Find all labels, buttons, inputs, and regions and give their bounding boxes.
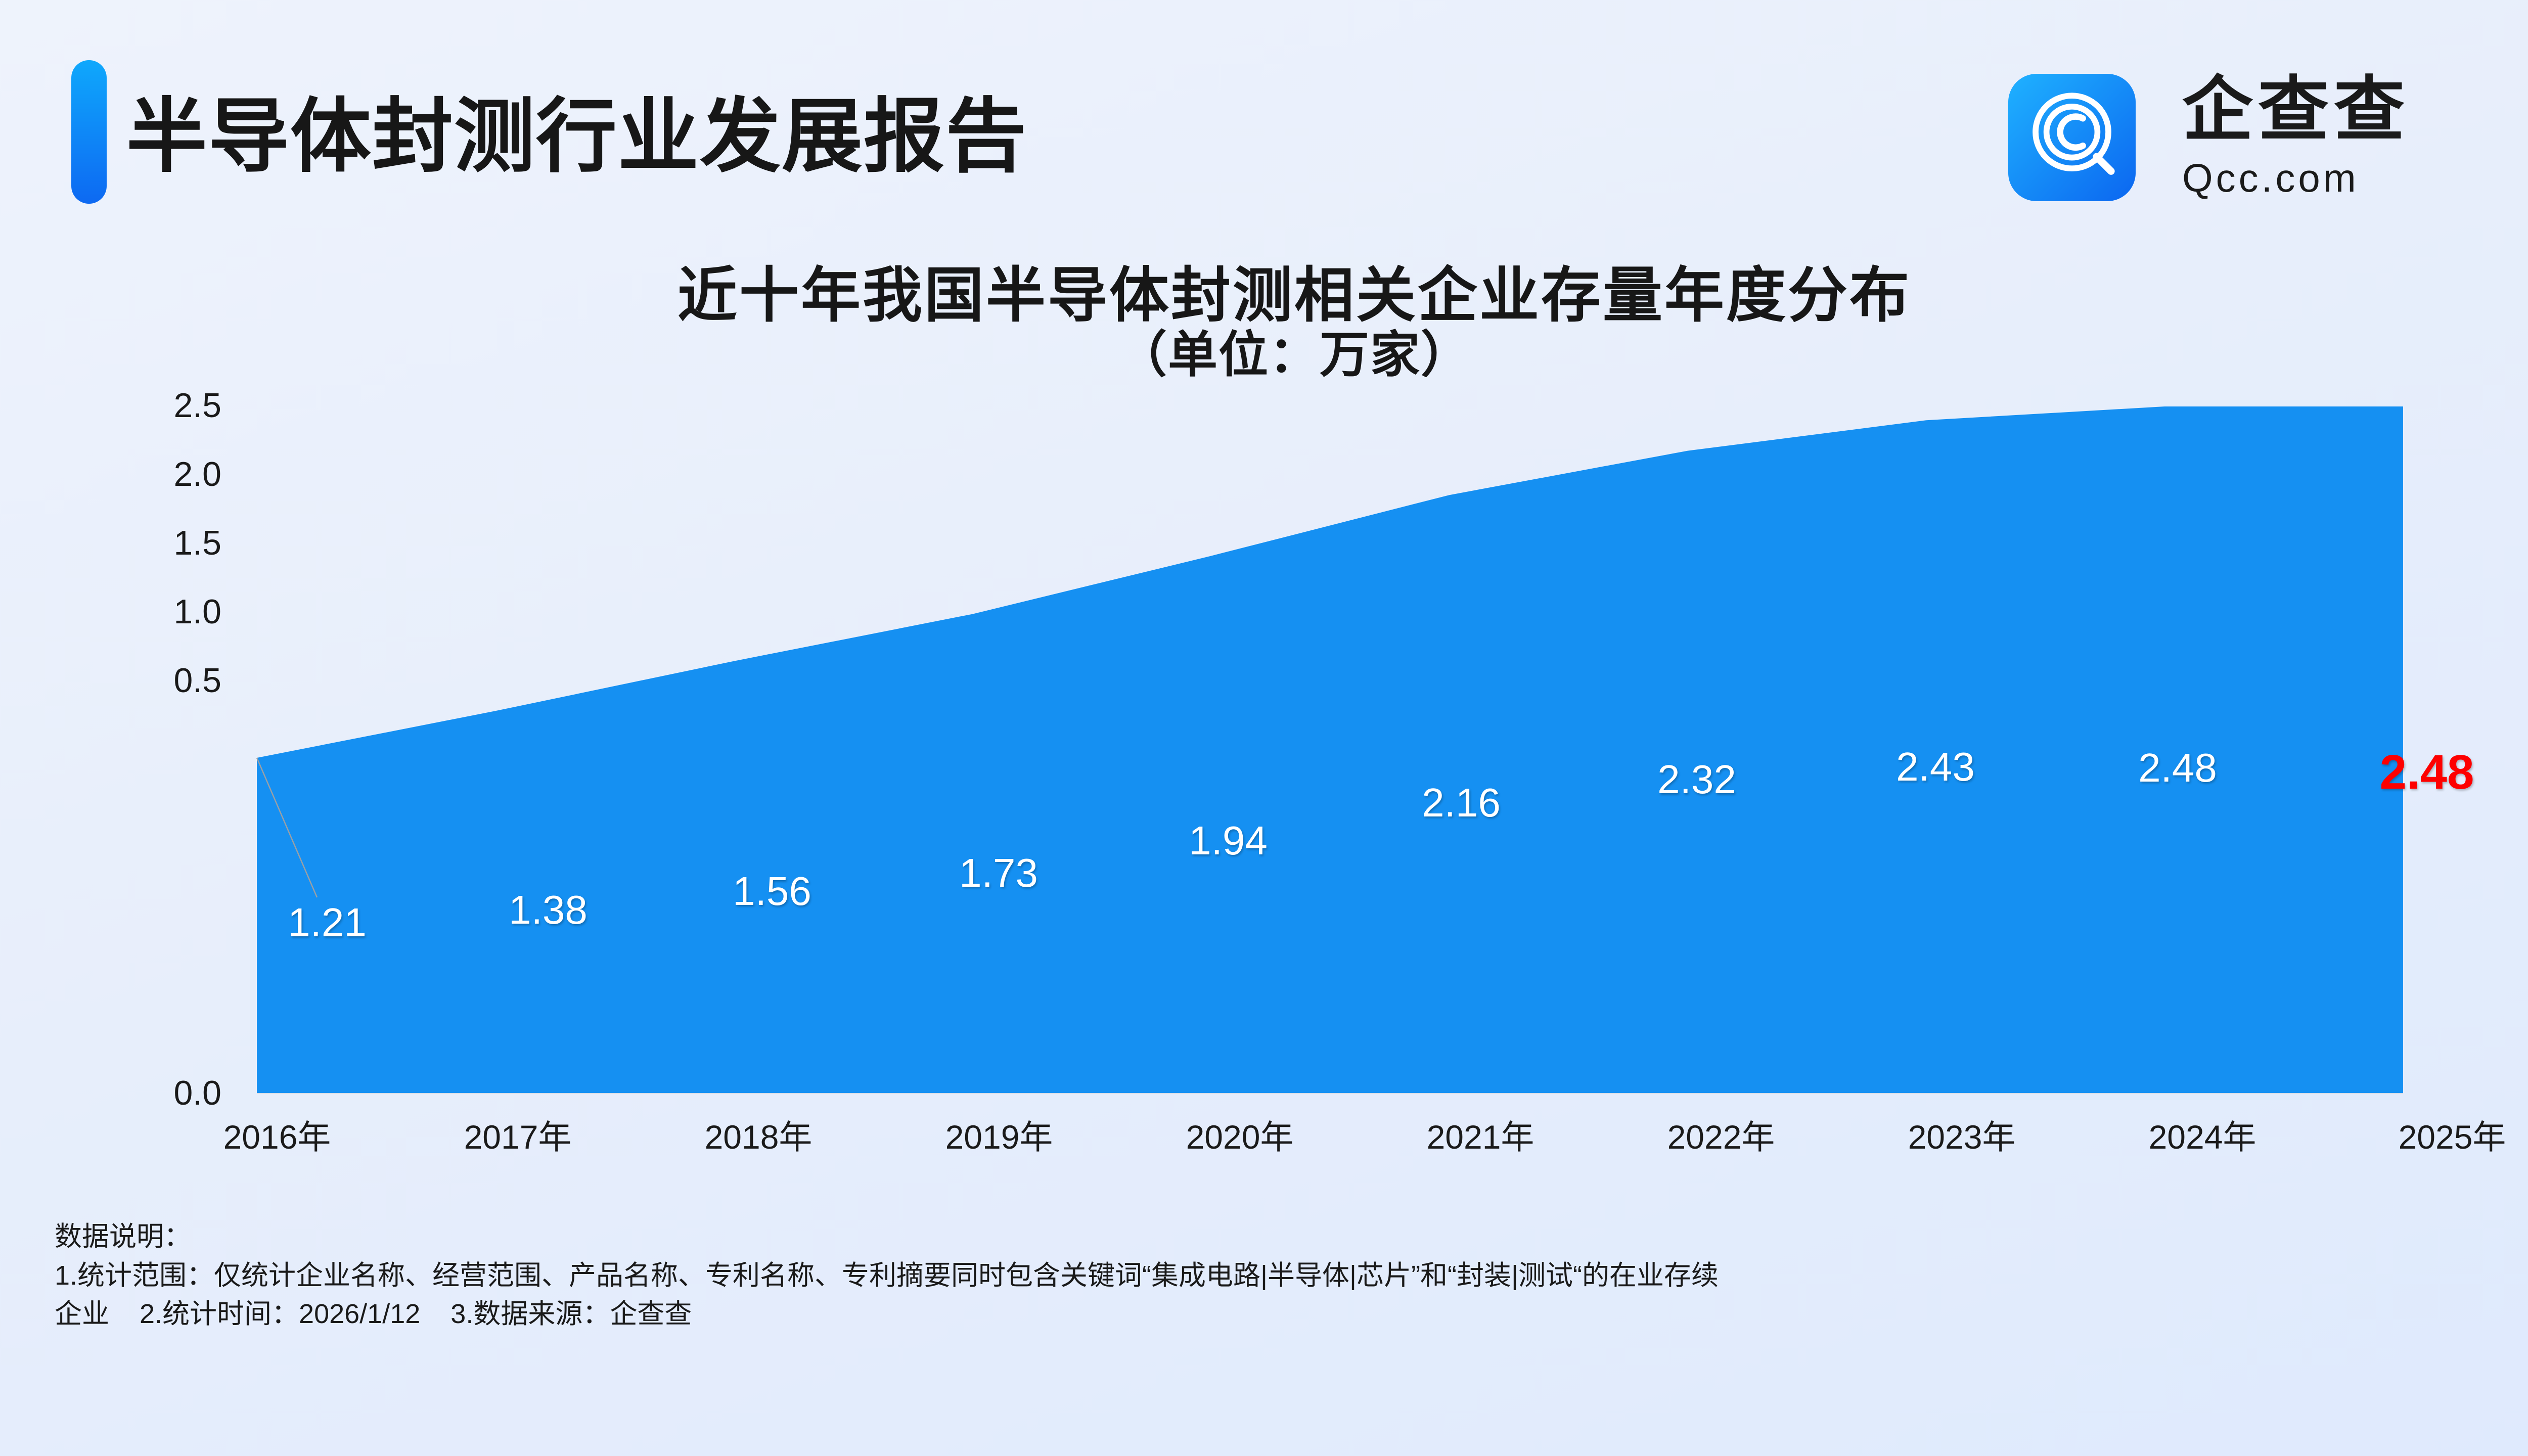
svg-text:1.56: 1.56 — [733, 869, 811, 914]
svg-text:2018年: 2018年 — [705, 1118, 812, 1156]
svg-text:2023年: 2023年 — [1908, 1118, 2016, 1156]
svg-text:2019年: 2019年 — [945, 1118, 1053, 1156]
svg-text:2024年: 2024年 — [2149, 1118, 2256, 1156]
svg-text:2.43: 2.43 — [1896, 744, 1975, 789]
svg-text:1.73: 1.73 — [959, 850, 1038, 895]
svg-text:2025年: 2025年 — [2399, 1118, 2506, 1156]
svg-text:2.48: 2.48 — [2380, 745, 2474, 799]
svg-text:0.0: 0.0 — [173, 1074, 221, 1112]
svg-text:2.48: 2.48 — [2138, 745, 2217, 790]
svg-text:2.0: 2.0 — [173, 455, 221, 493]
svg-text:2.5: 2.5 — [173, 386, 221, 425]
svg-text:2.16: 2.16 — [1422, 780, 1501, 825]
svg-text:1.21: 1.21 — [288, 900, 367, 945]
svg-text:1.5: 1.5 — [173, 524, 221, 562]
svg-text:0.5: 0.5 — [173, 661, 221, 700]
svg-text:2020年: 2020年 — [1186, 1118, 1294, 1156]
svg-text:1.94: 1.94 — [1189, 818, 1268, 863]
svg-text:2022年: 2022年 — [1667, 1118, 1775, 1156]
svg-text:2017年: 2017年 — [464, 1118, 572, 1156]
svg-text:1.0: 1.0 — [173, 593, 221, 631]
svg-text:2021年: 2021年 — [1427, 1118, 1534, 1156]
svg-text:2016年: 2016年 — [223, 1118, 331, 1156]
svg-text:2.32: 2.32 — [1657, 757, 1736, 802]
svg-text:1.38: 1.38 — [509, 887, 588, 932]
